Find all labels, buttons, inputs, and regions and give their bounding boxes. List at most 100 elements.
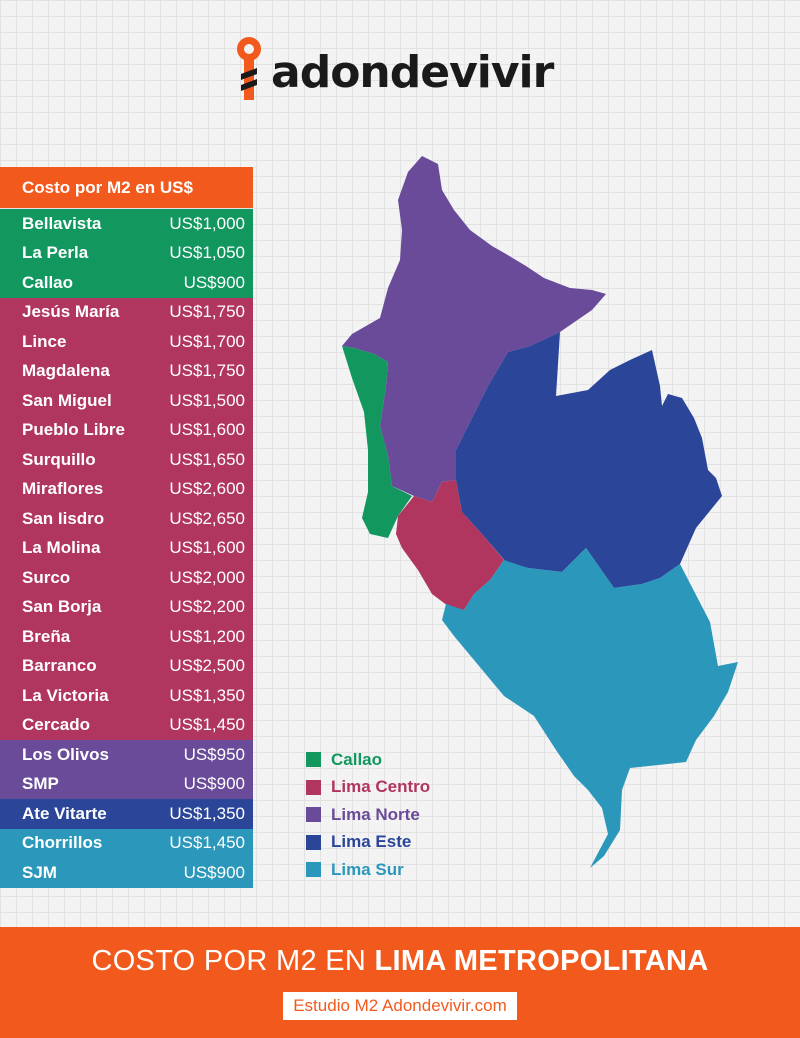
table-row: Miraflores US$2,600 bbox=[0, 474, 253, 504]
table-row: Los Olivos US$950 bbox=[0, 740, 253, 770]
district-price: US$1,350 bbox=[169, 685, 245, 705]
district-name: Lince bbox=[22, 331, 67, 351]
district-price: US$1,350 bbox=[169, 803, 245, 823]
legend-swatch bbox=[306, 752, 321, 768]
district-name: Jesús María bbox=[22, 302, 120, 322]
footer-source: Estudio M2 Adondevivir.com bbox=[283, 992, 517, 1020]
district-name: San Iisdro bbox=[22, 508, 105, 528]
district-price: US$2,650 bbox=[169, 508, 245, 528]
district-name: Los Olivos bbox=[22, 744, 109, 764]
legend-label: Lima Sur bbox=[331, 859, 404, 879]
district-price: US$1,600 bbox=[169, 420, 245, 440]
legend-label: Lima Este bbox=[331, 832, 412, 852]
region-lima-este bbox=[456, 332, 722, 588]
legend-swatch bbox=[306, 807, 321, 823]
district-name: Magdalena bbox=[22, 361, 110, 381]
region-callao bbox=[342, 346, 412, 538]
table-row: La Perla US$1,050 bbox=[0, 238, 253, 268]
footer-title-light: COSTO POR M2 EN bbox=[91, 945, 375, 977]
legend-item-centro: Lima Centro bbox=[306, 774, 430, 802]
key-pin-icon bbox=[237, 37, 261, 100]
district-price: US$1,050 bbox=[169, 243, 245, 263]
table-row: Lince US$1,700 bbox=[0, 327, 253, 357]
table-row: Jesús María US$1,750 bbox=[0, 297, 253, 327]
legend-swatch bbox=[306, 862, 321, 878]
district-name: Bellavista bbox=[22, 213, 102, 233]
legend-item-este: Lima Este bbox=[306, 829, 430, 857]
district-name: Chorrillos bbox=[22, 833, 103, 853]
district-name: San Miguel bbox=[22, 390, 112, 410]
district-price: US$1,450 bbox=[169, 715, 245, 735]
district-price: US$1,700 bbox=[169, 331, 245, 351]
table-row: Magdalena US$1,750 bbox=[0, 356, 253, 386]
table-row: Bellavista US$1,000 bbox=[0, 209, 253, 239]
table-row: La Victoria US$1,350 bbox=[0, 681, 253, 711]
district-name: Surco bbox=[22, 567, 71, 587]
district-price: US$900 bbox=[183, 862, 245, 882]
region-lima-centro bbox=[396, 480, 504, 610]
district-name: Breña bbox=[22, 626, 71, 646]
legend-label: Lima Norte bbox=[331, 804, 420, 824]
table-row: La Molina US$1,600 bbox=[0, 533, 253, 563]
district-price: US$2,000 bbox=[169, 567, 245, 587]
district-price: US$1,500 bbox=[169, 390, 245, 410]
footer-title-bold: LIMA METROPOLITANA bbox=[374, 945, 709, 977]
region-lima-sur bbox=[442, 548, 738, 868]
district-name: La Victoria bbox=[22, 685, 109, 705]
table-row: Breña US$1,200 bbox=[0, 622, 253, 652]
brand-logo: adondevivir bbox=[233, 34, 554, 104]
district-name: SJM bbox=[22, 862, 57, 882]
district-price: US$2,500 bbox=[169, 656, 245, 676]
legend-item-norte: Lima Norte bbox=[306, 801, 430, 829]
footer-banner: COSTO POR M2 EN LIMA METROPOLITANA Estud… bbox=[0, 927, 800, 1038]
table-row: San Iisdro US$2,650 bbox=[0, 504, 253, 534]
district-name: Surquillo bbox=[22, 449, 96, 469]
district-name: Barranco bbox=[22, 656, 97, 676]
table-row: San Borja US$2,200 bbox=[0, 592, 253, 622]
table-row: Chorrillos US$1,450 bbox=[0, 828, 253, 858]
district-price: US$1,650 bbox=[169, 449, 245, 469]
district-price: US$2,600 bbox=[169, 479, 245, 499]
district-price: US$1,000 bbox=[169, 213, 245, 233]
table-row: Pueblo Libre US$1,600 bbox=[0, 415, 253, 445]
table-row: Surco US$2,000 bbox=[0, 563, 253, 593]
district-price: US$1,750 bbox=[169, 361, 245, 381]
district-name: Cercado bbox=[22, 715, 91, 735]
table-row: Barranco US$2,500 bbox=[0, 651, 253, 681]
district-name: Pueblo Libre bbox=[22, 420, 125, 440]
district-price: US$900 bbox=[183, 774, 245, 794]
district-price: US$2,200 bbox=[169, 597, 245, 617]
legend-label: Callao bbox=[331, 749, 383, 769]
district-price: US$1,750 bbox=[169, 302, 245, 322]
price-table: Bellavista US$1,000 La Perla US$1,050 Callao… bbox=[0, 209, 253, 888]
district-price: US$1,200 bbox=[169, 626, 245, 646]
district-price: US$950 bbox=[183, 744, 245, 764]
legend-swatch bbox=[306, 779, 321, 795]
district-name: San Borja bbox=[22, 597, 102, 617]
brand-name: adondevivir bbox=[271, 46, 554, 98]
legend-label: Lima Centro bbox=[331, 777, 431, 797]
district-name: SMP bbox=[22, 774, 59, 794]
legend-swatch bbox=[306, 834, 321, 850]
district-name: La Perla bbox=[22, 243, 89, 263]
table-row: Ate Vitarte US$1,350 bbox=[0, 799, 253, 829]
map-legend: Callao Lima Centro Lima Norte Lima Este Lima… bbox=[306, 746, 430, 884]
table-row: San Miguel US$1,500 bbox=[0, 386, 253, 416]
district-name: Callao bbox=[22, 272, 74, 292]
table-row: SJM US$900 bbox=[0, 858, 253, 888]
table-row: Callao US$900 bbox=[0, 268, 253, 298]
legend-item-callao: Callao bbox=[306, 746, 430, 774]
legend-item-sur: Lima Sur bbox=[306, 856, 430, 884]
district-price: US$1,450 bbox=[169, 833, 245, 853]
district-name: La Molina bbox=[22, 538, 101, 558]
district-name: Ate Vitarte bbox=[22, 803, 107, 823]
table-row: SMP US$900 bbox=[0, 769, 253, 799]
district-price: US$1,600 bbox=[169, 538, 245, 558]
region-lima-norte bbox=[342, 156, 606, 502]
table-header: Costo por M2 en US$ bbox=[0, 167, 253, 208]
district-name: Miraflores bbox=[22, 479, 104, 499]
district-price: US$900 bbox=[183, 272, 245, 292]
lima-map bbox=[342, 156, 738, 868]
table-row: Surquillo US$1,650 bbox=[0, 445, 253, 475]
footer-title: COSTO POR M2 EN LIMA METROPOLITANA bbox=[0, 945, 800, 978]
